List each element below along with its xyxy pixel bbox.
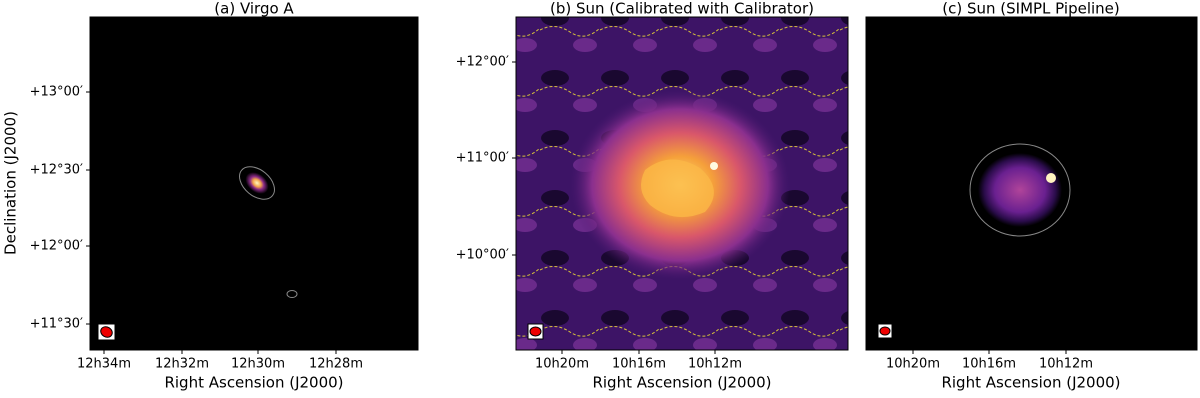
y-tick-label: +11°00′ [456, 151, 509, 166]
y-axis-label: Declination (J2000) [2, 111, 20, 255]
y-tick-label: +12°00′ [30, 239, 83, 254]
source [245, 172, 269, 194]
x-tick-label: 10h12m [1039, 357, 1093, 372]
x-tick-label: 10h20m [886, 357, 940, 372]
panel-title: (b) Sun (Calibrated with Calibrator) [550, 0, 814, 18]
x-tick-label: 12h30m [231, 357, 285, 372]
x-axis-label: Right Ascension (J2000) [941, 374, 1120, 392]
x-tick-label: 12h28m [309, 357, 363, 372]
x-tick-label: 10h16m [962, 357, 1016, 372]
y-tick-label: +10°00′ [456, 248, 509, 263]
panel-title: (a) Virgo A [214, 0, 294, 18]
x-tick-label: 10h20m [535, 357, 589, 372]
x-tick-label: 12h34m [77, 357, 131, 372]
y-ticks: +13°00′ +12°30′ +12°00′ +11°30′ +12°00′ … [30, 55, 516, 332]
x-axis-label: Right Ascension (J2000) [164, 374, 343, 392]
x-tick-label: 12h32m [155, 357, 209, 372]
x-tick-label: 10h16m [612, 357, 666, 372]
x-axis-label: Right Ascension (J2000) [592, 374, 771, 392]
y-tick-label: +11°30′ [30, 317, 83, 332]
y-tick-label: +12°00′ [456, 55, 509, 70]
x-ticks: 12h34m 12h32m 12h30m 12h28m 10h20m 10h16… [77, 350, 1093, 372]
y-tick-label: +12°30′ [30, 163, 83, 178]
y-tick-label: +13°00′ [30, 85, 83, 100]
x-tick-label: 10h12m [688, 357, 742, 372]
panel-title: (c) Sun (SIMPL Pipeline) [942, 0, 1120, 18]
